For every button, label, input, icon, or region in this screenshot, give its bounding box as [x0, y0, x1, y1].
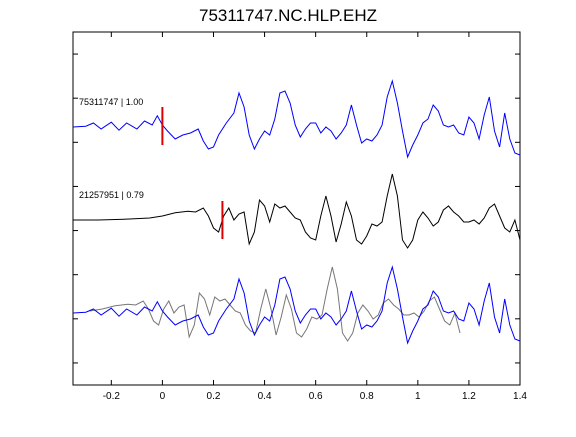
- overlay-line-secondary: [89, 266, 461, 342]
- x-tick-label: 1.2: [462, 391, 476, 402]
- x-tick-label: 0.6: [309, 391, 323, 402]
- x-tick-label: -0.2: [103, 391, 121, 402]
- trace-label-secondary: 21257951 | 0.79: [79, 190, 144, 200]
- trace-label-primary: 75311747 | 1.00: [79, 97, 143, 107]
- trace-line-primary: [72, 79, 521, 159]
- x-tick-label: 1: [415, 391, 421, 402]
- trace-line-secondary: [73, 173, 521, 249]
- x-tick-label: 0: [160, 391, 166, 402]
- trace-labels-layer: 75311747 | 1.00 21257951 | 0.79: [79, 97, 144, 200]
- chart-title: 75311747.NC.HLP.EHZ: [199, 6, 377, 25]
- plot-frame: [72, 31, 521, 386]
- y-axis-ticks: [73, 53, 520, 364]
- traces-layer: [72, 79, 521, 345]
- x-tick-label: 1.4: [513, 391, 527, 402]
- x-axis-ticks: -0.2 0 0.2 0.4 0.6 0.8 1 1.2 1.4: [103, 32, 527, 402]
- x-tick-label: 0.4: [258, 391, 272, 402]
- x-tick-label: 0.8: [360, 391, 374, 402]
- x-tick-label: 0.2: [207, 391, 221, 402]
- overlay-line-primary: [72, 265, 521, 345]
